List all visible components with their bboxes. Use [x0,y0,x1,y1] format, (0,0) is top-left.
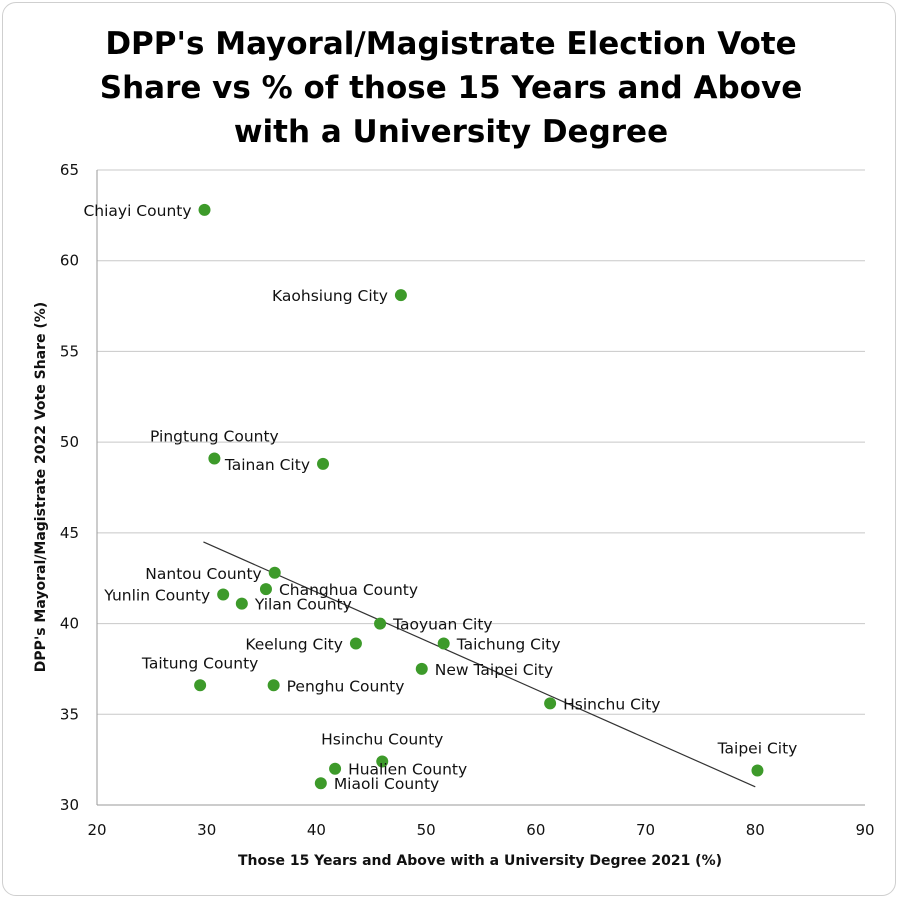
point-label: Miaoli County [334,775,439,793]
x-tick-label: 80 [746,821,765,839]
point-label: Penghu County [287,677,405,695]
data-point [394,289,407,302]
point-label: Taipei City [717,740,798,758]
data-point [235,597,248,610]
point-label: Tainan City [224,456,310,474]
data-point [376,755,389,768]
gridlines [96,169,865,806]
chart-title: DPP's Mayoral/Magistrate Election Vote S… [0,22,902,154]
point-label: Yilan County [254,596,352,614]
x-tick-label: 70 [636,821,655,839]
y-tick-label: 65 [60,161,79,179]
point-labels: Chiayi County Kaohsiung City Pingtung Coun… [83,202,797,793]
y-tick-label: 45 [60,524,79,542]
y-axis-title: DPP's Mayoral/Magistrate 2022 Vote Share… [33,302,49,672]
data-point [544,697,557,710]
y-tick-label: 35 [60,705,79,723]
y-tick-label: 50 [60,433,79,451]
point-label: Taitung County [141,654,258,672]
x-tick-label: 90 [855,821,874,839]
point-label: Taoyuan City [392,616,493,634]
point-label: Hualien County [348,761,467,779]
data-point [217,588,230,601]
y-tick-label: 55 [60,342,79,360]
x-tick-label: 20 [87,821,106,839]
data-point [208,452,221,465]
y-tick-label: 60 [60,252,79,270]
point-label: Yunlin County [103,587,210,605]
point-label: Keelung City [245,636,343,654]
trendline-group [203,541,756,788]
data-point [198,203,211,216]
chart-title-line-1: DPP's Mayoral/Magistrate Election Vote [105,26,797,62]
point-label: Hsinchu City [563,695,660,713]
tick-labels: 30 35 40 45 50 55 60 65 20 30 40 50 60 70 80 90 [60,161,875,839]
data-point [329,762,342,775]
point-label: New Taipei City [435,661,553,679]
chart-title-line-3: with a University Degree [233,114,669,150]
data-point [268,566,281,579]
x-tick-label: 30 [197,821,216,839]
point-label: Kaohsiung City [272,287,388,305]
data-point [267,679,280,692]
data-point [314,777,327,790]
data-point [374,617,387,630]
trendline [203,541,756,788]
data-point [194,679,207,692]
y-tick-label: 30 [60,796,79,814]
x-tick-label: 50 [417,821,436,839]
point-label: Nantou County [145,565,261,583]
x-tick-label: 40 [307,821,326,839]
data-point [415,662,428,675]
data-point [751,764,764,777]
point-label: Hsinchu County [321,730,443,748]
chart-title-line-2: Share vs % of those 15 Years and Above [99,70,803,106]
point-label: Chiayi County [83,202,191,220]
data-point [259,583,272,596]
x-tick-label: 60 [526,821,545,839]
data-points [194,203,764,790]
point-label: Changhua County [279,581,418,599]
point-label: Taichung City [456,636,561,654]
y-tick-label: 40 [60,615,79,633]
x-axis-title: Those 15 Years and Above with a Universi… [238,853,722,869]
data-point [437,637,450,650]
point-label: Pingtung County [150,427,279,445]
data-point [317,457,330,470]
data-point [349,637,362,650]
